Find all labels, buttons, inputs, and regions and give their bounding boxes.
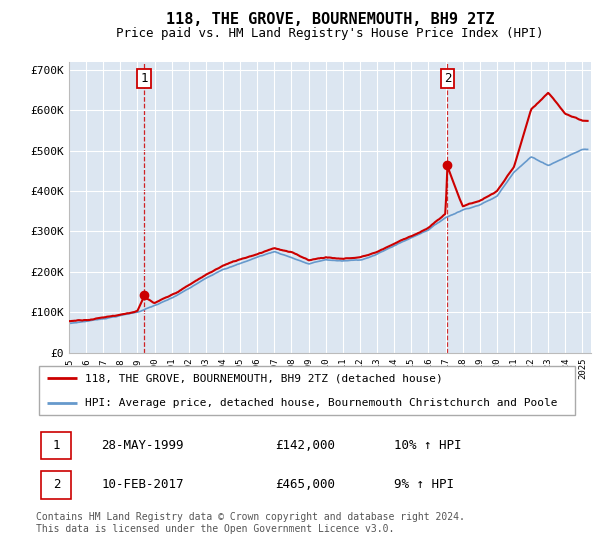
Text: HPI: Average price, detached house, Bournemouth Christchurch and Poole: HPI: Average price, detached house, Bour… [85, 398, 557, 408]
Text: 10% ↑ HPI: 10% ↑ HPI [394, 439, 462, 452]
Text: 118, THE GROVE, BOURNEMOUTH, BH9 2TZ (detached house): 118, THE GROVE, BOURNEMOUTH, BH9 2TZ (de… [85, 374, 443, 384]
Text: 9% ↑ HPI: 9% ↑ HPI [394, 478, 454, 491]
Text: Price paid vs. HM Land Registry's House Price Index (HPI): Price paid vs. HM Land Registry's House … [116, 27, 544, 40]
Text: 28-MAY-1999: 28-MAY-1999 [101, 439, 184, 452]
Text: 118, THE GROVE, BOURNEMOUTH, BH9 2TZ: 118, THE GROVE, BOURNEMOUTH, BH9 2TZ [166, 12, 494, 27]
Text: Contains HM Land Registry data © Crown copyright and database right 2024.
This d: Contains HM Land Registry data © Crown c… [36, 512, 465, 534]
FancyBboxPatch shape [41, 471, 71, 498]
Text: 1: 1 [53, 439, 61, 452]
Text: 2: 2 [53, 478, 61, 491]
Text: 10-FEB-2017: 10-FEB-2017 [101, 478, 184, 491]
Text: £142,000: £142,000 [275, 439, 335, 452]
FancyBboxPatch shape [41, 432, 71, 459]
Text: 1: 1 [140, 72, 148, 85]
Text: £465,000: £465,000 [275, 478, 335, 491]
Text: 2: 2 [443, 72, 451, 85]
FancyBboxPatch shape [39, 366, 575, 415]
